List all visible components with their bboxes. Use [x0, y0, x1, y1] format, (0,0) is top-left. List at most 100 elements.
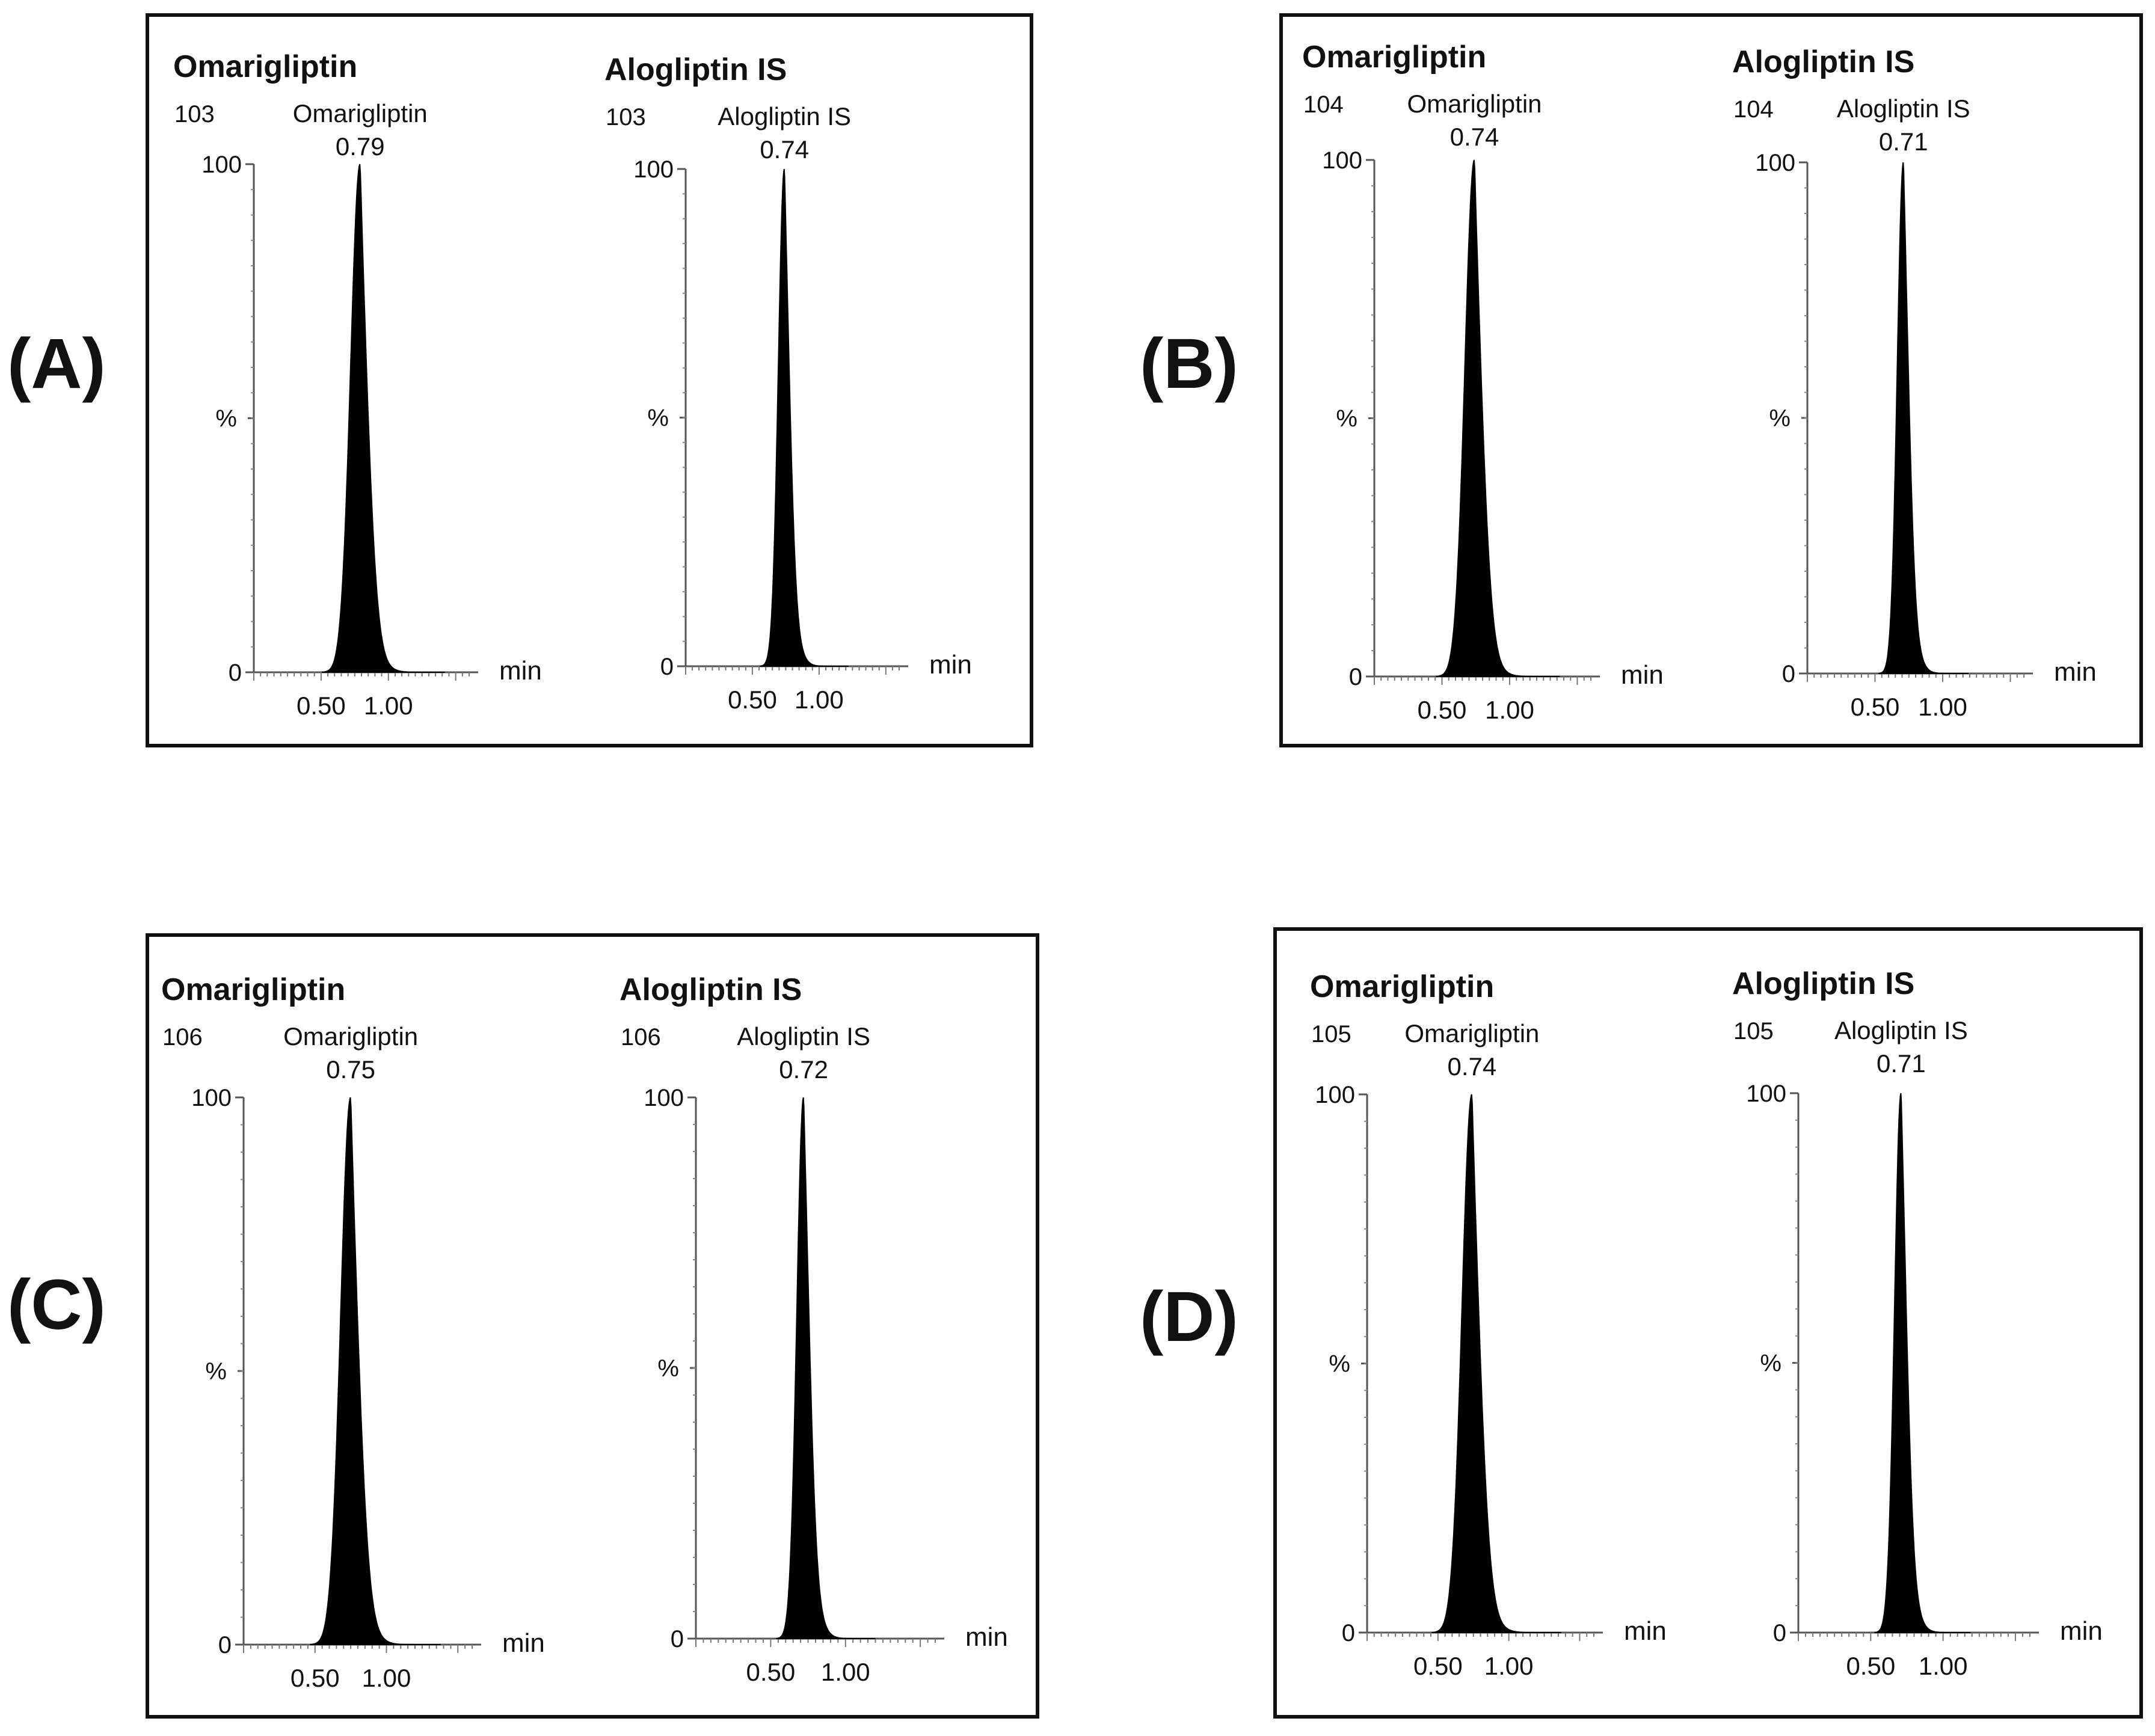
y-axis-label: %: [647, 405, 669, 432]
chromatogram-alogliptin-is: Alogliptin IS 106 Alogliptin IS 0.72 100 0% 0.…: [619, 972, 1008, 1686]
x-tick-label: 0.50: [297, 692, 346, 720]
panel-frame: [146, 13, 1033, 747]
peak-rt-label: 0.74: [1450, 123, 1499, 151]
y-axis-label: %: [657, 1355, 679, 1382]
compound-label: Omarigliptin: [293, 99, 428, 127]
x-axis-unit: min: [499, 656, 542, 686]
chromatogram-alogliptin-is: Alogliptin IS 104 Alogliptin IS 0.71 100 0% 0.…: [1732, 44, 2097, 721]
y-axis-label: %: [215, 406, 237, 432]
chromatogram-peak: [1436, 159, 1560, 677]
x-axis-unit: min: [1624, 1616, 1667, 1646]
y-tick-label: 100: [1322, 147, 1362, 174]
channel-number: 106: [162, 1024, 203, 1050]
chart-title: Omarigliptin: [1302, 40, 1486, 75]
x-tick-label: 0.50: [728, 686, 777, 714]
chromatogram-peak: [322, 164, 445, 673]
y-tick-label: 0: [1773, 1620, 1786, 1646]
chromatogram-omarigliptin: Omarigliptin 105 Omarigliptin 0.74 100 0% 0.50…: [1310, 969, 1667, 1680]
panel-a: (A) Omarigliptin 103 Omarigliptin 0.79 100 0% 0…: [7, 13, 1033, 747]
peak-rt-label: 0.71: [1877, 1049, 1926, 1078]
chart-title: Omarigliptin: [1310, 969, 1494, 1004]
x-tick-label: 1.00: [795, 686, 844, 714]
y-axis-label: %: [1336, 406, 1357, 432]
panel-frame: [1279, 13, 2143, 747]
x-axis-unit: min: [965, 1622, 1008, 1652]
channel-number: 105: [1311, 1021, 1351, 1047]
compound-label: Alogliptin IS: [737, 1022, 870, 1050]
chromatogram-peak: [1874, 1093, 1971, 1633]
panel-c: (C) Omarigliptin 106 Omarigliptin 0.75 100 0% 0…: [7, 933, 1039, 1719]
compound-label: Omarigliptin: [1407, 90, 1542, 118]
peak-rt-label: 0.72: [779, 1055, 828, 1084]
x-axis-unit: min: [502, 1628, 545, 1658]
peak-rt-label: 0.71: [1879, 127, 1928, 156]
channel-number: 103: [606, 104, 646, 130]
y-tick-label: 100: [1755, 150, 1795, 176]
panel-b: (B) Omarigliptin 104 Omarigliptin 0.74 100 0% 0…: [1140, 13, 2143, 747]
channel-number: 104: [1303, 91, 1344, 118]
y-tick-label: 100: [633, 156, 674, 183]
compound-label: Alogliptin IS: [1837, 94, 1970, 123]
channel-number: 104: [1733, 96, 1774, 123]
channel-number: 103: [174, 101, 215, 127]
panel-d: (D) Omarigliptin 105 Omarigliptin 0.74 100 0% 0…: [1140, 927, 2143, 1719]
x-tick-label: 0.50: [291, 1664, 340, 1692]
x-axis-unit: min: [1621, 660, 1664, 690]
x-tick-label: 0.50: [1413, 1652, 1463, 1680]
y-axis-label: %: [1760, 1351, 1781, 1377]
x-tick-label: 1.00: [362, 1664, 411, 1692]
y-tick-label: 0: [1349, 664, 1362, 690]
y-tick-label: 0: [671, 1626, 684, 1652]
chromatogram-omarigliptin: Omarigliptin 104 Omarigliptin 0.74 100 0% 0.50…: [1302, 40, 1664, 724]
y-tick-label: 100: [1746, 1081, 1786, 1107]
y-axis-label: %: [205, 1358, 227, 1385]
peak-rt-label: 0.74: [1447, 1052, 1496, 1081]
y-tick-label: 100: [201, 152, 242, 178]
chart-title: Alogliptin IS: [1732, 44, 1914, 79]
y-axis-label: %: [1329, 1351, 1350, 1378]
peak-rt-label: 0.79: [336, 132, 385, 161]
chromatogram-omarigliptin: Omarigliptin 103 Omarigliptin 0.79 100 0% 0.50…: [173, 49, 542, 720]
compound-label: Omarigliptin: [283, 1022, 418, 1050]
chromatogram-alogliptin-is: Alogliptin IS 105 Alogliptin IS 0.71 100 0% 0.…: [1732, 966, 2103, 1680]
x-tick-label: 0.50: [746, 1658, 796, 1686]
channel-number: 105: [1733, 1018, 1774, 1044]
y-tick-label: 0: [1782, 661, 1795, 687]
chromatogram-peak: [776, 1097, 876, 1639]
x-axis-unit: min: [2060, 1616, 2103, 1646]
x-tick-label: 1.00: [1484, 1652, 1534, 1680]
chart-title: Omarigliptin: [161, 972, 345, 1007]
chromatogram-peak: [1878, 162, 1969, 674]
panel-label: (B): [1140, 324, 1238, 403]
y-tick-label: 0: [218, 1632, 232, 1658]
compound-label: Omarigliptin: [1404, 1019, 1539, 1047]
chromatogram-alogliptin-is: Alogliptin IS 103 Alogliptin IS 0.74 100 0% 0.…: [604, 52, 972, 714]
panel-frame: [146, 933, 1039, 1719]
chromatogram-peak: [760, 168, 849, 667]
x-tick-label: 1.00: [364, 692, 413, 720]
chromatogram-omarigliptin: Omarigliptin 106 Omarigliptin 0.75 100 0% 0.50…: [161, 972, 545, 1692]
y-axis-label: %: [1769, 405, 1791, 432]
x-tick-label: 1.00: [1485, 696, 1534, 724]
y-tick-label: 0: [1342, 1620, 1355, 1646]
chart-title: Omarigliptin: [173, 49, 357, 84]
y-tick-label: 0: [660, 654, 674, 680]
x-tick-label: 0.50: [1418, 696, 1467, 724]
x-axis-unit: min: [2054, 657, 2097, 687]
x-tick-label: 1.00: [1919, 1652, 1968, 1680]
x-tick-label: 0.50: [1851, 693, 1900, 721]
peak-rt-label: 0.74: [760, 135, 809, 164]
y-tick-label: 0: [229, 660, 242, 686]
channel-number: 106: [621, 1024, 661, 1050]
panel-frame: [1273, 927, 2143, 1719]
chart-title: Alogliptin IS: [619, 972, 802, 1007]
y-tick-label: 100: [1315, 1082, 1355, 1108]
x-axis-unit: min: [929, 650, 972, 679]
chart-title: Alogliptin IS: [1732, 966, 1914, 1001]
peak-rt-label: 0.75: [326, 1055, 375, 1084]
chart-title: Alogliptin IS: [604, 52, 787, 87]
x-tick-label: 1.00: [821, 1658, 870, 1686]
y-tick-label: 100: [191, 1085, 232, 1111]
chromatogram-peak: [1431, 1094, 1561, 1633]
